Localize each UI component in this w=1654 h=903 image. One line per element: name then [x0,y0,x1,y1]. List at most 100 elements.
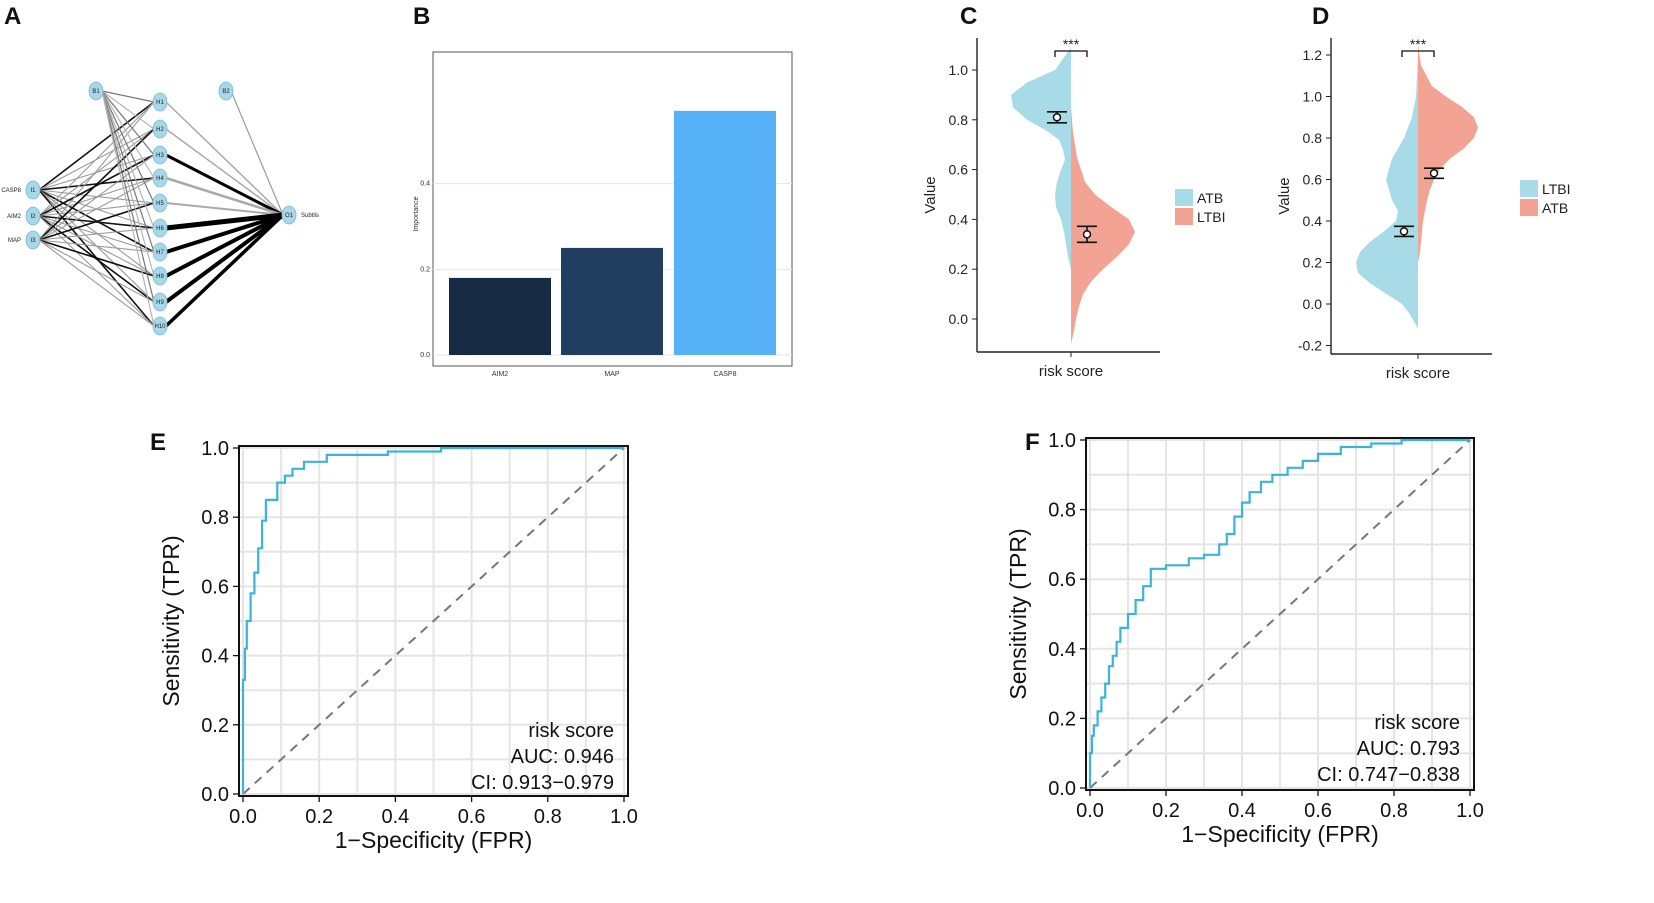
edge-bias-output [230,90,284,216]
y-tick-label: 0.0 [1048,778,1076,800]
hidden-node [152,119,168,139]
y-tick-label: 1.0 [201,438,229,460]
y-axis-title: Value [922,176,939,213]
input-node [25,180,41,200]
x-tick-label: 0.2 [305,806,333,828]
legend-swatch-ltbi [1175,208,1193,225]
edge-input-hidden [38,215,155,303]
hidden-node [152,218,168,238]
x-tick-label: 1.0 [610,806,638,828]
hidden-node-id: H8 [156,274,164,280]
y-axis-title: Sensitivity (TPR) [158,535,184,706]
y-tick-label: 0.4 [1048,639,1076,661]
hidden-node-id: H6 [156,226,164,232]
bar-casp8 [674,110,776,355]
significance-bracket [1054,50,1088,57]
y-tick-label: 0.4 [1303,213,1323,229]
hidden-node [152,316,168,336]
edge-input-hidden [38,239,155,327]
y-tick-label: 0.4 [201,646,229,668]
x-tick-label: 0.4 [381,806,409,828]
legend-label-ltbi: LTBI [1197,209,1226,225]
y-tick-label: 0.0 [949,311,969,327]
x-tick-label: 0.2 [1152,800,1180,822]
x-tick-label: 0.0 [229,806,257,828]
x-tick-label: 0.8 [1380,800,1408,822]
panel-b-bar-chart: 0.0 0.2 0.4 AIM2 MAP CASP8 Importance [413,51,793,378]
edge-input-hidden [38,101,155,241]
edge-bias-hidden [101,90,155,204]
mean-point-ltbi [1399,227,1409,236]
edge-hidden-output [164,213,285,328]
hidden-node [152,145,168,165]
input-node-id: I1 [30,188,36,194]
edge-hidden-output [165,153,284,217]
input-node-id: I2 [30,214,36,220]
edge-bias-hidden [101,90,155,303]
edge-hidden-output [165,213,284,278]
y-tick-label: 0.4 [420,181,430,188]
y-tick-label: 0.8 [1303,130,1323,146]
x-tick-label: 0.6 [1304,800,1332,822]
edge-input-hidden [38,189,155,277]
edge-hidden-output [165,212,284,231]
x-tick-label: AIM2 [492,371,508,378]
y-axis-title: Importance [413,196,420,231]
hidden-node [152,193,168,213]
violin-atb [1011,47,1071,270]
plot-frame [1085,437,1475,791]
panel-f-roc: 0.00.0 0.2 0.2 0.4 0.4 0.6 0.6 0.8 0.8 1.0 1.0 1−Sp… [1005,430,1484,847]
roc-annotation-line: AUC: 0.946 [511,746,614,768]
panel-c-violin: 0.0 0.2 0.4 0.6 0.8 1.0 risk score Value *** ATB L… [922,36,1226,380]
x-tick-label: MAP [604,371,620,378]
bias-node [88,81,104,101]
hidden-node [152,92,168,112]
edge-input-hidden [38,101,155,191]
edge-input-hidden [38,239,155,303]
edge-input-hidden [38,154,155,241]
edge-bias-hidden [101,90,155,327]
chance-diagonal [1089,439,1471,789]
legend-label-ltbi: LTBI [1542,181,1571,197]
y-tick-label: 0.2 [1048,708,1076,730]
x-tick-label: 0.0 [1076,800,1104,822]
y-tick-label: 0.6 [1303,172,1323,188]
roc-annotation-line: risk score [1374,712,1460,734]
hidden-node [152,168,168,188]
significance-label: *** [1410,36,1427,52]
significance-label: *** [1063,36,1080,52]
edge-bias-hidden [101,90,155,179]
bias-node-id: B2 [222,89,230,95]
y-tick-label: 1.0 [1048,430,1076,452]
roc-curve [241,446,624,794]
panel-label-b: B [413,3,430,30]
bias-node [218,81,234,101]
y-axis-title: Sensitivity (TPR) [1005,528,1031,699]
hidden-node-id: H4 [156,176,164,182]
y-tick-label: 0.6 [201,576,229,598]
panel-label-a: A [4,3,21,30]
legend-swatch-atb [1520,199,1538,216]
edge-bias-hidden [101,90,155,277]
hidden-node [152,292,168,312]
y-axis-title: Value [1276,177,1293,214]
panel-d-violin: -0.2 0.0 0.2 0.4 0.6 0.8 1.0 1.2 risk score Value… [1276,36,1571,382]
panel-label-d: D [1312,3,1329,30]
legend-swatch-ltbi [1520,180,1538,197]
chance-diagonal [242,447,625,795]
input-node [25,230,41,250]
edge-bias-hidden [101,90,155,253]
x-tick-label: CASP8 [714,371,737,378]
x-tick-label: 0.4 [1228,800,1256,822]
x-tick-label: 0.6 [458,806,486,828]
y-tick-label: 0.0 [1303,296,1323,312]
input-node-label: AIM2 [7,214,22,220]
plot-frame [238,445,629,797]
mean-point-atb [1052,113,1062,122]
y-tick-label: 0.8 [201,507,229,529]
edge-input-hidden [38,227,155,241]
hidden-node-id: H1 [156,100,164,106]
edge-hidden-output [165,176,284,217]
y-tick-label: 0.2 [1303,255,1323,271]
output-node-label: Subtlis [301,213,319,219]
